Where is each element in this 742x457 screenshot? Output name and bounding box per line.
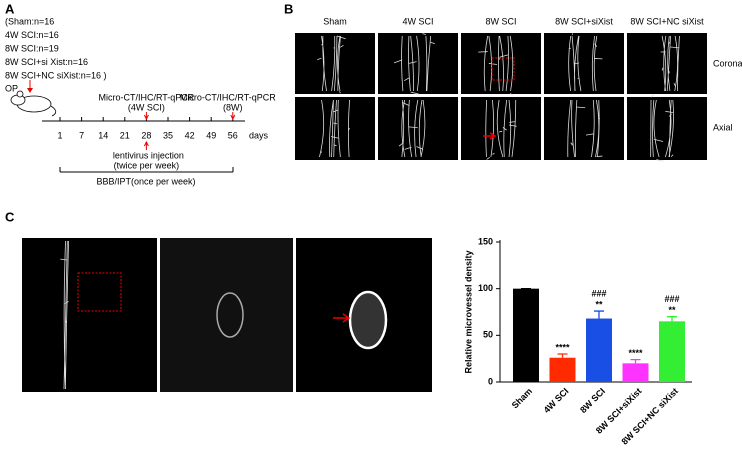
behavior-text: BBB/IPT(once per week) bbox=[96, 176, 195, 186]
days-label: days bbox=[249, 130, 269, 140]
vessels bbox=[393, 33, 435, 95]
lesion bbox=[216, 292, 244, 338]
significance-stars: **** bbox=[555, 342, 570, 352]
day-label: 35 bbox=[163, 130, 173, 140]
panel-label: C bbox=[5, 209, 15, 224]
micro-ct-image bbox=[627, 97, 707, 160]
bar bbox=[659, 321, 685, 382]
day-label: 56 bbox=[228, 130, 238, 140]
significance-stars: ** bbox=[668, 305, 676, 315]
error-bar bbox=[557, 353, 568, 358]
significance-stars: ** bbox=[595, 299, 603, 309]
roi-box bbox=[77, 272, 122, 312]
bar bbox=[513, 288, 539, 382]
vessels bbox=[60, 240, 69, 390]
harvest-text: Micro-CT/IHC/RT-qPCR bbox=[98, 92, 194, 102]
significance-stars: **** bbox=[628, 348, 643, 358]
y-tick-label: 50 bbox=[483, 330, 493, 340]
x-tick-label: Sham bbox=[510, 386, 534, 410]
group-line: (Sham:n=16 bbox=[5, 16, 54, 26]
significance-hashes: ### bbox=[591, 288, 606, 298]
x-tick-label: 8W SCI bbox=[578, 386, 607, 415]
injection-text: (twice per week) bbox=[114, 160, 180, 170]
vessels bbox=[568, 33, 603, 92]
panel-label: A bbox=[5, 1, 15, 16]
micro-ct-image bbox=[544, 33, 624, 94]
arrow bbox=[143, 112, 149, 121]
injection-text: lentivirus injection bbox=[113, 150, 184, 160]
error-bar bbox=[630, 358, 641, 364]
y-tick-label: 0 bbox=[488, 376, 493, 386]
vessels bbox=[650, 94, 674, 162]
column-header: 4W SCI bbox=[402, 16, 433, 26]
bar bbox=[549, 357, 576, 382]
column-header: 8W SCI+siXist bbox=[555, 16, 613, 26]
op-label: OP bbox=[5, 83, 18, 93]
column-header: 8W SCI+NC siXist bbox=[630, 16, 704, 26]
micro-ct-image bbox=[378, 97, 458, 160]
vessels bbox=[398, 99, 426, 158]
arrow bbox=[333, 313, 351, 323]
panel-label: B bbox=[284, 1, 293, 16]
column-header: Sham bbox=[323, 16, 347, 26]
row-label: Coronal bbox=[713, 58, 742, 68]
arrow bbox=[483, 132, 497, 140]
lesion bbox=[348, 290, 388, 350]
day-label: 1 bbox=[57, 130, 62, 140]
harvest-text: (4W SCI) bbox=[128, 102, 165, 112]
significance-hashes: ### bbox=[664, 294, 679, 304]
mouse-icon bbox=[10, 90, 57, 117]
column-header: 8W SCI bbox=[485, 16, 516, 26]
row-label: Axial bbox=[713, 122, 733, 132]
day-label: 21 bbox=[120, 130, 130, 140]
day-label: 7 bbox=[79, 130, 84, 140]
harvest-text: Micro-CT/IHC/RT-qPCR bbox=[180, 92, 276, 102]
day-label: 42 bbox=[185, 130, 195, 140]
arrow bbox=[27, 88, 33, 93]
day-label: 49 bbox=[206, 130, 216, 140]
error-bar bbox=[667, 316, 677, 322]
harvest-text: (8W) bbox=[223, 102, 243, 112]
day-label: 28 bbox=[141, 130, 151, 140]
bar bbox=[586, 318, 612, 382]
y-tick-label: 100 bbox=[478, 283, 493, 293]
error-bar bbox=[594, 310, 604, 319]
ct-image bbox=[160, 238, 293, 392]
vessels bbox=[660, 35, 680, 92]
y-tick-label: 150 bbox=[478, 236, 493, 246]
group-line: 8W SCI:n=19 bbox=[5, 43, 59, 53]
day-label: 14 bbox=[98, 130, 108, 140]
micro-ct-image bbox=[544, 97, 624, 160]
micro-ct-image bbox=[22, 238, 157, 392]
group-line: 8W SCI+NC siXist:n=16 ) bbox=[5, 70, 107, 80]
vessels bbox=[319, 99, 350, 158]
group-line: 8W SCI+si Xist:n=16 bbox=[5, 57, 88, 67]
vessels bbox=[485, 99, 517, 160]
roi-box bbox=[491, 57, 515, 81]
arrow bbox=[143, 140, 149, 150]
arrow bbox=[230, 112, 236, 121]
bar bbox=[622, 363, 649, 382]
vessels bbox=[567, 99, 603, 158]
vessels bbox=[317, 35, 346, 94]
y-axis-title: Relative microvessel density bbox=[463, 250, 473, 373]
micro-ct-image bbox=[627, 33, 707, 94]
x-tick-label: 4W SCI bbox=[542, 386, 571, 415]
group-line: 4W SCI:n=16 bbox=[5, 30, 59, 40]
